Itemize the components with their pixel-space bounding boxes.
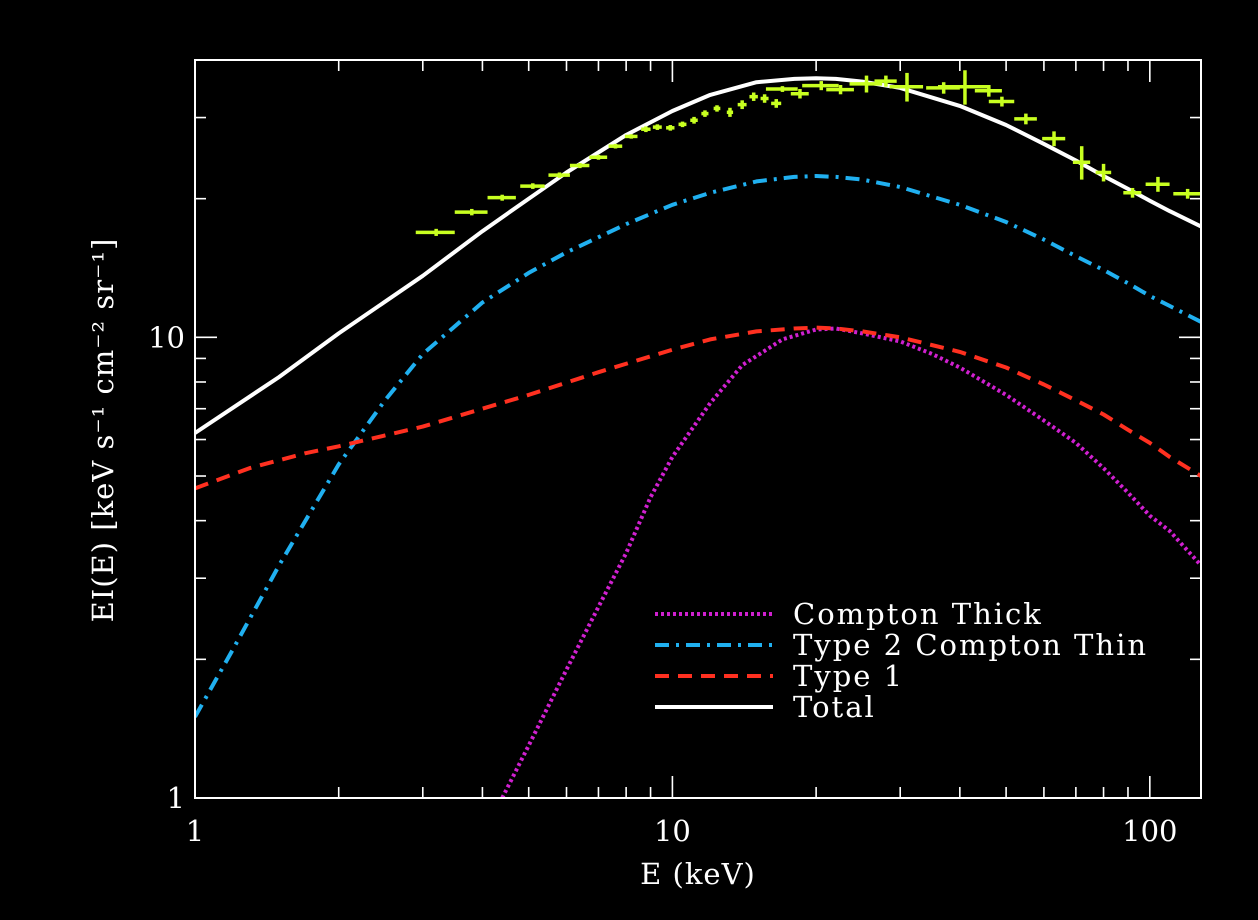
data-point: [1173, 188, 1201, 199]
data-point: [874, 75, 897, 87]
data-point: [589, 154, 608, 160]
y-axis-title: EI(E) [keV s⁻¹ cm⁻² sr⁻¹]: [86, 238, 120, 623]
data-point: [652, 124, 662, 130]
data-point: [624, 134, 638, 139]
y-tick-label: 1: [167, 781, 185, 815]
data-point: [520, 183, 545, 189]
legend-label: Type 1: [793, 659, 904, 693]
data-point: [678, 121, 687, 128]
y-tick-label: 10: [148, 320, 185, 354]
x-tick-label: 10: [654, 814, 691, 848]
data-point: [790, 89, 809, 99]
series-type-1: [195, 325, 1201, 491]
data-point: [641, 126, 651, 133]
data-point: [1095, 163, 1112, 182]
data-point: [690, 116, 698, 124]
x-tick-label: 100: [1122, 814, 1177, 848]
data-point: [749, 92, 758, 101]
x-tick-label: 1: [186, 814, 204, 848]
data-point: [826, 85, 854, 95]
data-point: [760, 94, 769, 103]
data-point: [937, 70, 989, 105]
legend-label: Compton Thick: [793, 597, 1043, 631]
data-point: [713, 105, 721, 112]
tick-labels: 1 10 100 1 10: [148, 320, 1177, 848]
plot-frame: [194, 59, 1202, 799]
data-point: [771, 99, 782, 108]
series-type-2-compton-thin: [195, 174, 1201, 718]
data-point: [415, 228, 455, 236]
data-point: [1145, 176, 1170, 192]
data-point: [1123, 187, 1142, 198]
legend-label: Total: [793, 690, 876, 724]
axis-ticks: [194, 59, 1201, 799]
data-point: [737, 100, 747, 110]
legend-label: Type 2 Compton Thin: [793, 628, 1148, 662]
data-point: [548, 172, 570, 178]
data-point: [1072, 146, 1091, 180]
data-point: [487, 194, 516, 201]
data-point: [765, 86, 798, 92]
measurement-points: [415, 70, 1201, 236]
x-axis-title: E (keV): [640, 857, 756, 891]
data-point: [726, 107, 734, 117]
data-point: [988, 96, 1015, 107]
data-point: [802, 81, 839, 91]
data-point: [666, 125, 675, 131]
data-point: [454, 208, 488, 216]
data-point: [1042, 131, 1066, 147]
data-point: [974, 85, 1002, 97]
data-point: [889, 72, 924, 102]
data-point: [701, 110, 709, 117]
data-point: [849, 75, 883, 93]
data-point: [569, 163, 590, 169]
data-point: [1014, 113, 1037, 125]
data-point: [608, 143, 623, 149]
